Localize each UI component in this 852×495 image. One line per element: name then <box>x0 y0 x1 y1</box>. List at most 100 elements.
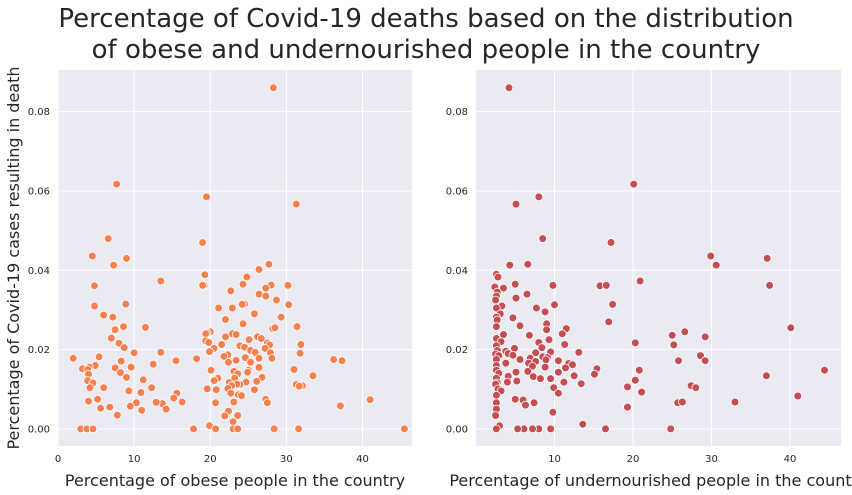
obese-x-tick-label: 10 <box>128 454 141 465</box>
undernourished-data-point <box>561 363 570 373</box>
obese-data-point <box>238 319 248 329</box>
obese-data-point <box>200 270 210 280</box>
undernourished-data-point <box>504 83 514 93</box>
obese-data-point <box>214 303 223 313</box>
undernourished-data-point <box>590 369 599 379</box>
obese-data-point <box>261 283 271 293</box>
undernourished-data-point <box>601 281 611 290</box>
undernourished-data-point <box>554 367 563 377</box>
undernourished-data-point <box>548 281 558 290</box>
obese-data-point <box>88 251 97 261</box>
undernourished-data-point <box>505 260 515 270</box>
obese-x-tick-label: 0 <box>55 454 61 465</box>
undernourished-data-point <box>604 317 613 327</box>
undernourished-y-tick-label: 0.00 <box>446 424 468 435</box>
obese-data-point <box>205 347 214 356</box>
undernourished-data-point <box>637 387 646 397</box>
obese-data-point <box>113 410 122 420</box>
obese-data-point <box>209 376 219 385</box>
undernourished-data-point <box>574 348 584 357</box>
undernourished-data-point <box>669 340 679 350</box>
obese-data-point <box>110 325 120 335</box>
obese-data-point <box>202 192 211 202</box>
undernourished-plot-area <box>476 70 841 446</box>
obese-y-tick-label: 0.00 <box>28 424 50 435</box>
obese-data-point <box>329 355 338 364</box>
undernourished-data-point <box>630 375 640 385</box>
undernourished-data-point <box>711 260 721 270</box>
obese-data-point <box>151 398 161 407</box>
undernourished-data-point <box>511 367 521 377</box>
obese-data-point <box>202 384 212 394</box>
obese-y-axis-label: Percentage of Covid-19 cases resulting i… <box>4 66 23 449</box>
undernourished-data-point <box>508 313 518 323</box>
obese-data-point <box>96 403 105 413</box>
obese-data-point <box>107 333 116 343</box>
undernourished-data-point <box>548 407 558 417</box>
obese-data-point <box>68 353 78 363</box>
undernourished-data-point <box>521 400 530 410</box>
obese-data-point <box>365 395 375 404</box>
undernourished-data-point <box>532 303 541 313</box>
undernourished-data-point <box>762 371 771 381</box>
undernourished-data-point <box>537 343 547 352</box>
obese-data-point <box>291 199 301 209</box>
obese-x-tick-label: 20 <box>204 454 217 465</box>
undernourished-data-point <box>629 179 639 189</box>
obese-data-point <box>269 83 278 93</box>
undernourished-data-point <box>576 379 586 389</box>
obese-plot-area <box>58 70 412 446</box>
obese-data-point <box>246 357 255 367</box>
undernourished-data-point <box>569 371 579 381</box>
obese-data-point <box>94 352 104 362</box>
undernourished-scatter-plot: 10 20 30 40 0.00 0.02 0.04 0.06 0.08 Percentage o… <box>446 70 852 490</box>
obese-data-point <box>109 260 118 270</box>
undernourished-data-point <box>515 355 525 364</box>
obese-data-point <box>126 401 135 411</box>
undernourished-data-point <box>510 394 520 404</box>
obese-data-point <box>119 343 129 352</box>
obese-data-point <box>254 363 264 372</box>
obese-data-point <box>148 359 158 369</box>
undernourished-data-point <box>546 424 555 434</box>
obese-data-point <box>233 411 243 420</box>
obese-data-point <box>337 356 347 366</box>
undernourished-data-point <box>674 356 683 366</box>
obese-data-point <box>296 340 306 349</box>
obese-data-point <box>272 295 281 305</box>
obese-data-point <box>221 315 230 324</box>
undernourished-y-tick-label: 0.04 <box>446 266 468 277</box>
undernourished-data-point <box>492 424 501 434</box>
obese-data-point <box>99 383 108 393</box>
obese-data-point <box>295 348 305 358</box>
undernourished-data-point <box>492 322 501 331</box>
obese-data-point <box>217 340 227 349</box>
undernourished-data-point <box>499 283 508 293</box>
undernourished-data-point <box>608 300 617 309</box>
undernourished-data-point <box>635 276 645 286</box>
undernourished-data-point <box>623 402 632 412</box>
figure-title-line-2: of obese and undernourished people in th… <box>91 35 761 65</box>
obese-data-point <box>161 404 171 414</box>
obese-x-tick-label: 40 <box>356 454 369 465</box>
obese-data-point <box>192 354 201 364</box>
undernourished-data-point <box>678 397 687 407</box>
undernourished-data-point <box>522 289 532 299</box>
undernourished-data-point <box>538 234 547 243</box>
obese-data-point <box>226 286 236 296</box>
obese-data-point <box>283 281 293 290</box>
undernourished-data-point <box>542 325 551 335</box>
obese-data-point <box>400 424 409 434</box>
obese-data-point <box>243 367 252 377</box>
obese-data-point <box>261 291 271 301</box>
obese-data-point <box>294 424 303 434</box>
obese-data-point <box>284 300 294 310</box>
undernourished-x-tick-label: 30 <box>705 454 718 465</box>
undernourished-data-point <box>793 391 803 401</box>
obese-data-point <box>221 332 230 342</box>
obese-data-point <box>336 401 345 411</box>
obese-data-point <box>254 353 264 363</box>
obese-data-point <box>169 393 179 403</box>
obese-data-point <box>270 323 280 333</box>
